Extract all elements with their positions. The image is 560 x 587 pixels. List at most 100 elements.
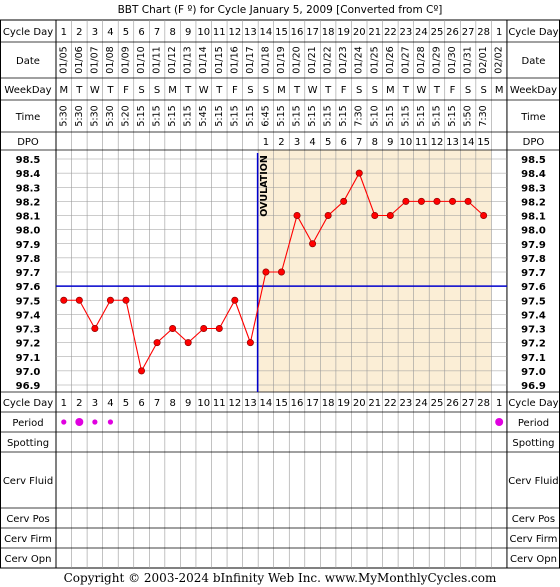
cycle-day-cell-bottom: 5 xyxy=(123,398,129,409)
date-cell: 01/12 xyxy=(167,46,178,73)
cycle-day-cell-bottom: 8 xyxy=(169,398,175,409)
cycle-day-cell: 14 xyxy=(260,27,273,38)
y-tick-label-right: 98.2 xyxy=(521,197,546,208)
row-label-left: Time xyxy=(15,112,40,123)
row-label-right: Cycle Day xyxy=(508,398,558,409)
temperature-point xyxy=(262,268,270,276)
time-cell: 7:30 xyxy=(478,105,489,126)
date-cell: 01/09 xyxy=(120,46,131,73)
time-cell: 5:15 xyxy=(229,105,240,126)
ovulation-label: OVULATION xyxy=(259,155,270,217)
time-cell: 5:20 xyxy=(120,105,131,126)
cycle-day-cell-bottom: 4 xyxy=(107,398,113,409)
row-label-right: Period xyxy=(518,418,549,429)
cycle-day-cell: 4 xyxy=(107,27,113,38)
weekday-cell: S xyxy=(480,85,486,96)
temperature-point xyxy=(386,212,394,220)
date-cell: 01/19 xyxy=(276,46,287,73)
cycle-day-cell-bottom: 14 xyxy=(260,398,273,409)
y-tick-label-right: 97.4 xyxy=(521,310,546,321)
chart-title: BBT Chart (F º) for Cycle January 5, 200… xyxy=(118,4,443,16)
time-cell: 5:15 xyxy=(323,105,334,126)
time-cell: 5:15 xyxy=(183,105,194,126)
date-cell: 01/29 xyxy=(431,46,442,73)
weekday-cell: S xyxy=(154,85,160,96)
weekday-cell: M xyxy=(168,85,177,96)
cycle-day-cell-bottom: 20 xyxy=(353,398,366,409)
time-cell: 5:15 xyxy=(447,105,458,126)
weekday-cell: W xyxy=(308,85,318,96)
date-cell: 01/13 xyxy=(183,46,194,73)
y-tick-label-left: 98.3 xyxy=(16,183,41,194)
weekday-cell: F xyxy=(450,85,456,96)
cycle-day-cell: 11 xyxy=(213,27,226,38)
y-tick-label-left: 97.1 xyxy=(16,353,41,364)
date-cell: 01/06 xyxy=(74,46,85,73)
y-tick-label-left: 97.7 xyxy=(16,268,41,279)
row-label-left: Cerv Pos xyxy=(6,514,49,525)
cycle-day-cell: 16 xyxy=(291,27,304,38)
date-cell: 01/14 xyxy=(198,46,209,73)
date-cell: 02/02 xyxy=(494,46,505,73)
temperature-point xyxy=(91,324,99,332)
y-tick-label-left: 97.5 xyxy=(16,296,41,307)
temperature-point xyxy=(153,339,161,347)
cycle-day-cell-bottom: 1 xyxy=(61,398,67,409)
y-tick-label-left: 98.4 xyxy=(16,169,41,180)
cycle-day-cell: 9 xyxy=(185,27,191,38)
date-cell: 01/15 xyxy=(214,46,225,73)
dpo-cell: 2 xyxy=(278,137,284,148)
cycle-day-cell: 27 xyxy=(462,27,475,38)
temperature-point xyxy=(231,296,239,304)
weekday-cell: F xyxy=(123,85,129,96)
cycle-day-cell: 12 xyxy=(228,27,241,38)
weekday-cell: T xyxy=(324,85,332,96)
y-tick-label-right: 97.3 xyxy=(521,325,546,336)
cycle-day-cell-bottom: 21 xyxy=(368,398,381,409)
period-marker xyxy=(107,419,114,425)
row-label-right: Time xyxy=(520,112,545,123)
row-label-left: Cerv Fluid xyxy=(3,476,53,487)
weekday-cell: T xyxy=(293,85,301,96)
y-tick-label-left: 98.1 xyxy=(16,212,41,223)
cycle-day-cell-bottom: 26 xyxy=(446,398,459,409)
date-cell: 01/27 xyxy=(400,46,411,73)
row-label-left: Period xyxy=(12,418,43,429)
weekday-cell: S xyxy=(465,85,471,96)
cycle-day-cell-bottom: 27 xyxy=(462,398,475,409)
period-marker xyxy=(61,419,67,425)
dpo-cell: 10 xyxy=(400,137,413,148)
copyright-footer: Copyright © 2003-2024 bInfinity Web Inc.… xyxy=(64,571,497,585)
date-cell: 01/23 xyxy=(338,46,349,73)
y-tick-label-left: 97.8 xyxy=(16,254,41,265)
date-cell: 01/21 xyxy=(307,46,318,73)
row-label-left: Cycle Day xyxy=(3,398,53,409)
y-tick-label-left: 98.5 xyxy=(16,155,41,166)
cycle-day-cell: 26 xyxy=(446,27,459,38)
row-label-right: Cerv Pos xyxy=(512,514,555,525)
dpo-cell: 5 xyxy=(325,137,331,148)
cycle-day-cell-bottom: 3 xyxy=(92,398,98,409)
y-tick-label-right: 98.3 xyxy=(521,183,546,194)
y-tick-label-left: 98.0 xyxy=(16,226,41,237)
row-label-left: Date xyxy=(16,56,40,67)
row-label-right: Cycle Day xyxy=(508,27,558,38)
date-cell: 01/31 xyxy=(463,46,474,73)
cycle-day-cell-bottom: 24 xyxy=(415,398,428,409)
date-cell: 01/20 xyxy=(292,46,303,73)
cycle-day-cell-bottom: 13 xyxy=(244,398,257,409)
row-label-right: Cerv Opn xyxy=(510,554,557,565)
date-cell: 01/26 xyxy=(385,46,396,73)
cycle-day-cell: 13 xyxy=(244,27,257,38)
weekday-cell: S xyxy=(138,85,144,96)
weekday-cell: M xyxy=(386,85,395,96)
time-cell: 5:15 xyxy=(416,105,427,126)
cycle-day-cell: 21 xyxy=(368,27,381,38)
temperature-point xyxy=(355,169,363,177)
date-cell: 01/07 xyxy=(89,46,100,73)
cycle-day-cell: 8 xyxy=(169,27,175,38)
cycle-day-cell-bottom: 11 xyxy=(213,398,226,409)
date-cell: 01/05 xyxy=(58,46,69,73)
cycle-day-cell-bottom: 6 xyxy=(138,398,144,409)
dpo-cell: 11 xyxy=(415,137,428,148)
